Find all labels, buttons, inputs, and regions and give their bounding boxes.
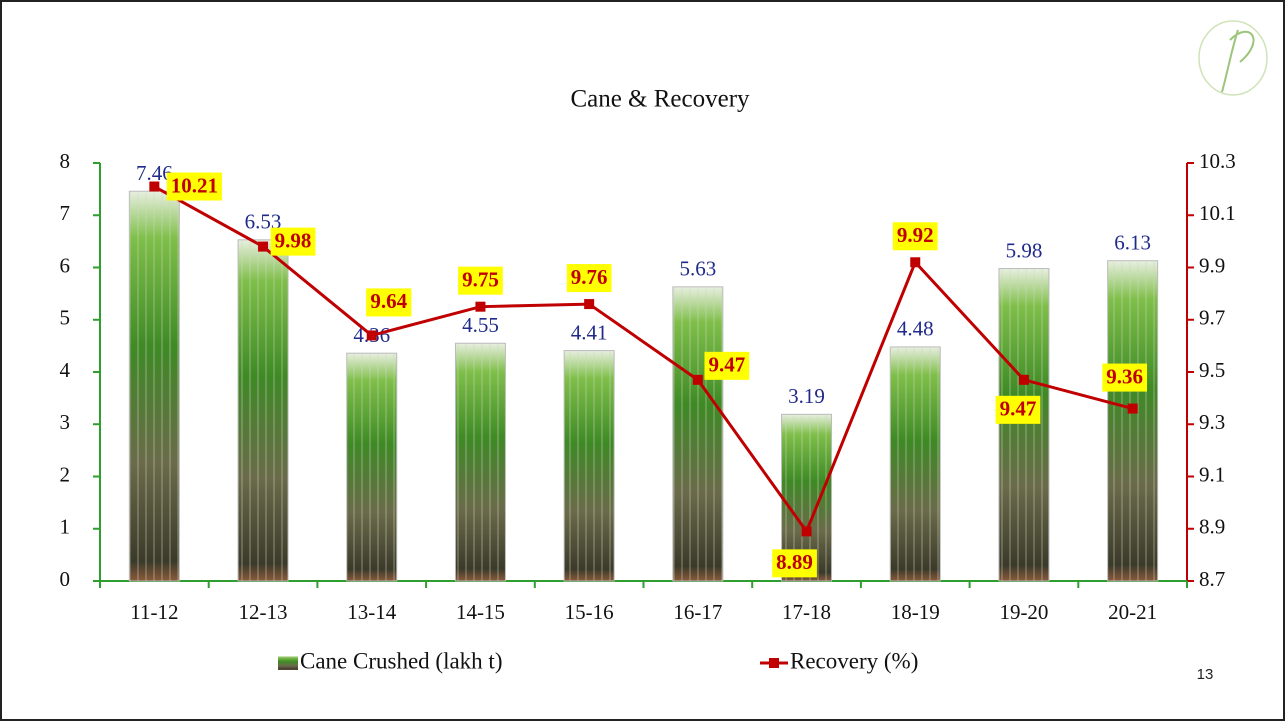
bar-texture [455, 343, 505, 581]
line-value-label: 9.36 [1106, 364, 1143, 388]
line-value-label-group: 9.47 [704, 352, 749, 380]
bar-texture [1108, 261, 1158, 581]
y2-tick-label: 9.3 [1199, 410, 1225, 434]
page-number: 13 [1197, 666, 1214, 683]
line-value-label-group: 9.64 [366, 288, 411, 316]
line-marker [149, 182, 159, 192]
y2-tick-label: 10.3 [1199, 149, 1236, 173]
bar-texture [999, 269, 1049, 581]
line-marker [475, 302, 485, 312]
y-tick-label: 6 [60, 253, 71, 277]
line-value-label-group: 9.75 [458, 267, 503, 295]
y2-tick-label: 9.5 [1199, 358, 1225, 382]
legend-label: Recovery (%) [790, 648, 918, 673]
y-tick-label: 8 [60, 149, 71, 173]
bar-value-label: 6.13 [1114, 231, 1151, 255]
line-value-label-group: 10.21 [167, 173, 222, 201]
bar-value-label: 5.63 [679, 257, 716, 281]
line-value-label-group: 9.76 [567, 264, 612, 292]
line-value-label: 9.64 [370, 289, 407, 313]
x-tick-label: 13-14 [347, 600, 396, 624]
y-tick-label: 5 [60, 306, 71, 330]
line-value-label: 9.75 [462, 268, 499, 292]
bar-texture [890, 347, 940, 581]
line-marker [258, 242, 268, 252]
line-marker [1019, 375, 1029, 385]
bar-texture [238, 240, 288, 581]
line-marker [802, 526, 812, 536]
bar-texture [347, 353, 397, 581]
bar-texture [129, 191, 179, 581]
line-value-label-group: 9.92 [893, 222, 938, 250]
legend-swatch-marker [769, 658, 779, 668]
x-tick-label: 18-19 [891, 600, 940, 624]
y2-tick-label: 9.9 [1199, 253, 1225, 277]
legend-swatch [278, 656, 298, 670]
y2-tick-label: 10.1 [1199, 201, 1236, 225]
line-value-label-group: 9.98 [271, 228, 316, 256]
line-value-label: 8.89 [776, 550, 813, 574]
line-marker [584, 299, 594, 309]
bar-value-label: 4.41 [571, 320, 608, 344]
x-tick-label: 11-12 [130, 600, 178, 624]
line-marker [1128, 404, 1138, 414]
bar-value-label: 3.19 [788, 384, 825, 408]
line-value-label-group: 9.36 [1102, 364, 1147, 392]
line-value-label: 9.92 [897, 223, 934, 247]
slide: Cane & Recovery 13 0 1 2 3 4 5 6 7 8 8.7 8.9 9.1 9.3… [0, 0, 1285, 721]
line-marker [367, 330, 377, 340]
bar-value-label: 4.55 [462, 313, 499, 337]
y2-tick-label: 8.9 [1199, 515, 1225, 539]
y-tick-label: 4 [60, 358, 71, 382]
y2-tick-label: 9.1 [1199, 462, 1225, 486]
y-tick-label: 0 [60, 567, 71, 591]
line-marker [693, 375, 703, 385]
chart-title: Cane & Recovery [570, 86, 750, 113]
y2-tick-label: 8.7 [1199, 567, 1225, 591]
bar-value-label: 4.48 [897, 317, 934, 341]
x-tick-label: 16-17 [673, 600, 722, 624]
x-tick-label: 14-15 [456, 600, 505, 624]
line-value-label: 9.76 [571, 265, 608, 289]
y-tick-label: 3 [60, 410, 71, 434]
page: {"chart_data": {"type": "bar-line", "tit… [0, 0, 1285, 721]
bar-texture [564, 351, 614, 581]
legend-label: Cane Crushed (lakh t) [300, 648, 502, 673]
line-value-label: 9.47 [708, 353, 745, 377]
line-marker [910, 257, 920, 267]
x-tick-label: 20-21 [1108, 600, 1157, 624]
y-tick-label: 2 [60, 462, 71, 486]
line-value-label: 9.47 [1000, 397, 1037, 421]
y-tick-label: 1 [60, 515, 71, 539]
x-tick-label: 17-18 [782, 600, 831, 624]
bar-value-label: 5.98 [1006, 238, 1043, 262]
line-value-label-group: 9.47 [996, 396, 1041, 424]
y-tick-label: 7 [60, 201, 71, 225]
line-value-label-group: 8.89 [772, 549, 817, 577]
x-tick-label: 12-13 [239, 600, 288, 624]
line-value-label: 10.21 [171, 173, 218, 197]
x-tick-label: 15-16 [565, 600, 614, 624]
x-tick-label: 19-20 [999, 600, 1048, 624]
bar-texture [673, 287, 723, 581]
line-value-label: 9.98 [275, 228, 312, 252]
y2-tick-label: 9.7 [1199, 306, 1225, 330]
